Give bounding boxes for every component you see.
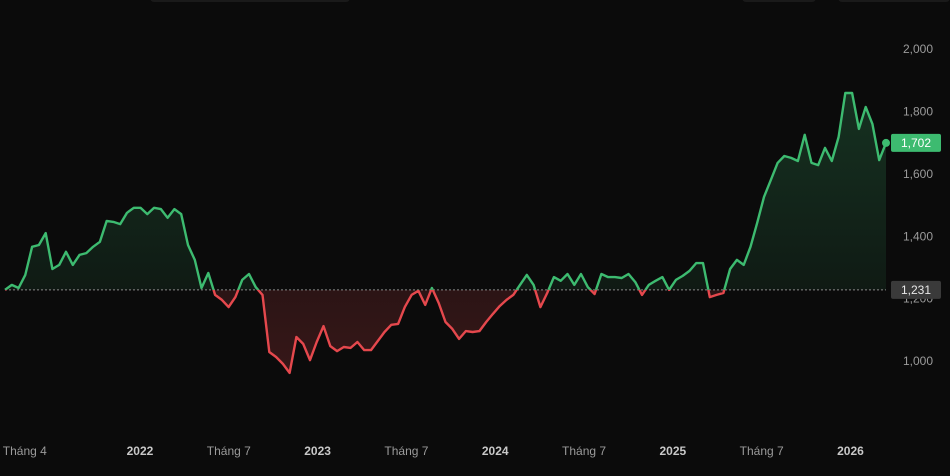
line-below <box>4 289 726 375</box>
x-tick-label: Tháng 7 <box>384 444 428 458</box>
y-tick-label: 1,800 <box>903 105 933 119</box>
top-control[interactable] <box>150 0 350 2</box>
line-above <box>4 91 888 290</box>
baseline-label: 1,231 <box>901 283 931 297</box>
x-tick-label: Tháng 7 <box>207 444 251 458</box>
x-tick-label: 2026 <box>837 444 864 458</box>
last-badge <box>891 133 941 152</box>
y-tick-label: 1,600 <box>903 167 933 181</box>
x-tick-label: Tháng 7 <box>562 444 606 458</box>
x-tick-label: 2024 <box>482 444 509 458</box>
last-label: 1,702 <box>901 136 931 150</box>
top-button[interactable] <box>838 0 950 2</box>
last-dot <box>882 138 890 147</box>
top-button[interactable] <box>742 0 816 2</box>
area-above <box>5 93 886 290</box>
y-tick-label: 2,000 <box>903 42 933 56</box>
x-tick-label: 2023 <box>304 444 331 458</box>
x-tick-label: 2025 <box>660 444 687 458</box>
baseline-badge <box>891 280 941 299</box>
y-tick-label: 1,000 <box>903 354 933 368</box>
area-below <box>5 289 886 373</box>
x-tick-label: 2022 <box>127 444 154 458</box>
x-tick-label: Tháng 7 <box>740 444 784 458</box>
x-tick-label: Tháng 4 <box>3 444 47 458</box>
y-tick-label: 1,400 <box>903 229 933 243</box>
